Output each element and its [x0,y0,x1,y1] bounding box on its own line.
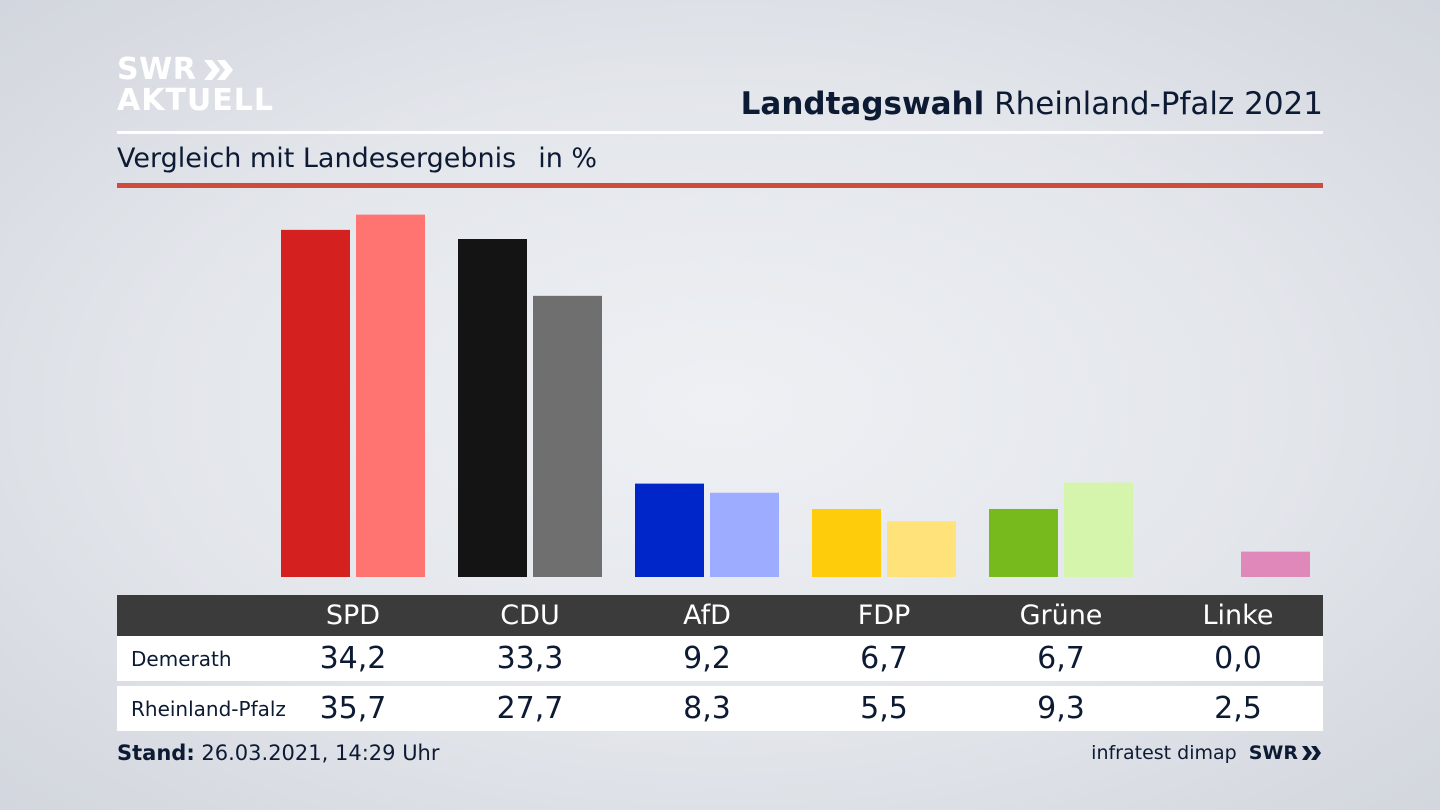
page-title: Landtagswahl Rheinland-Pfalz 2021 [741,86,1323,122]
bar-linke-rheinland-pfalz [1241,551,1310,577]
subtitle-text: Vergleich mit Landesergebnis [117,143,517,174]
swr-aktuell-logo: SWR AKTUELL [117,54,274,116]
value-cell: 33,3 [496,641,564,676]
bar-cdu-demerath [458,239,527,577]
title-rest: Rheinland-Pfalz 2021 [994,86,1323,122]
value-cell: 9,2 [683,641,731,676]
logo-line-1: SWR [117,52,197,87]
table-row: Demerath 34,2 33,3 9,2 6,7 6,7 0,0 [117,636,1323,681]
title-bold: Landtagswahl [740,86,985,122]
subtitle-unit: in % [538,143,598,174]
double-chevron-icon [1302,746,1321,760]
bar-spd-demerath [281,229,350,577]
column-header: SPD [325,600,381,631]
value-cell: 9,3 [1037,691,1085,726]
bar-afd-rheinland-pfalz [710,492,779,577]
brand-text: SWR [1248,742,1298,764]
logo-line-2: AKTUELL [117,83,275,118]
value-cell: 34,2 [319,641,387,676]
column-header: FDP [857,600,911,631]
bar-afd-demerath [635,483,704,577]
value-cell: 6,7 [860,641,908,676]
value-cell: 8,3 [683,691,731,726]
column-header: Linke [1202,600,1274,631]
chart-subtitle: Vergleich mit Landesergebnis in % [117,143,597,174]
row-label: Rheinland-Pfalz [131,696,286,721]
stand-label: Stand: [117,741,195,765]
table-header-row: SPD CDU AfD FDP Grüne Linke [117,595,1323,636]
stand-value: 26.03.2021, 14:29 Uhr [201,741,440,765]
row-label: Demerath [131,646,232,671]
table-row: Rheinland-Pfalz 35,7 27,7 8,3 5,5 9,3 2,5 [117,686,1323,731]
column-header: AfD [683,600,731,631]
swr-brand: SWR [1249,742,1323,764]
bar-fdp-demerath [812,508,881,577]
bar-chart [281,214,1310,577]
bar-grne-demerath [989,508,1058,577]
accent-divider [117,183,1323,188]
column-header: Grüne [1019,600,1103,631]
header-divider [117,131,1323,134]
results-table: SPD CDU AfD FDP Grüne Linke Demerath 34,2 33,3… [117,595,1323,731]
double-chevron-icon [204,59,234,80]
value-cell: 0,0 [1214,641,1262,676]
source-credit: infratest dimap SWR [1091,742,1323,764]
value-cell: 5,5 [860,691,908,726]
bar-grne-rheinland-pfalz [1064,482,1133,577]
column-header: CDU [500,600,560,631]
value-cell: 27,7 [496,691,564,726]
source-text: infratest dimap [1091,742,1237,764]
bar-cdu-rheinland-pfalz [533,295,602,577]
value-cell: 6,7 [1037,641,1085,676]
stand-timestamp: Stand: 26.03.2021, 14:29 Uhr [117,741,440,765]
value-cell: 35,7 [319,691,387,726]
bar-fdp-rheinland-pfalz [887,521,956,577]
value-cell: 2,5 [1214,691,1262,726]
bar-spd-rheinland-pfalz [356,214,425,577]
